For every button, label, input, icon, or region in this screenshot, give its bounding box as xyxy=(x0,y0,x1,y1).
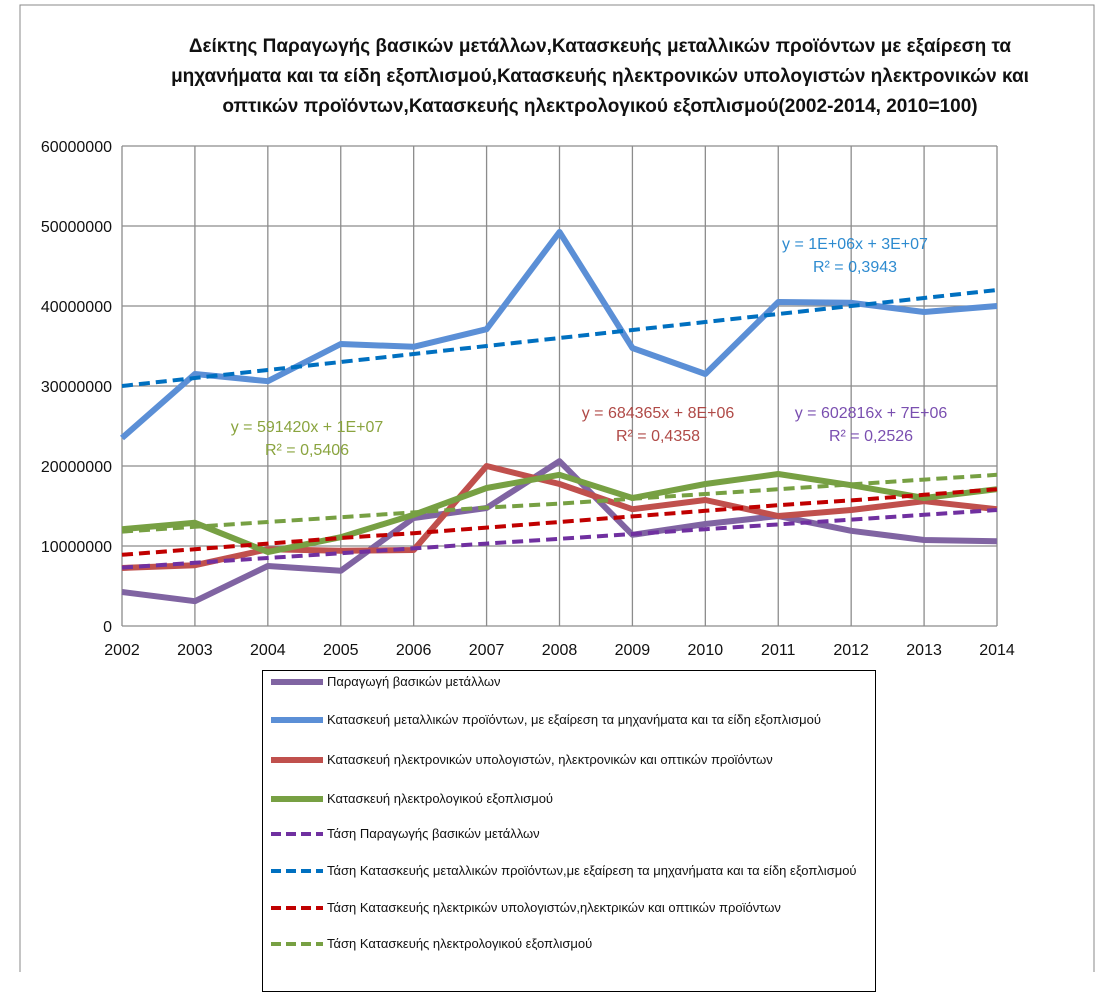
legend-entry: Τάση Κατασκευής μεταλλικών προϊόντων,με … xyxy=(269,862,869,880)
trendline-equation: y = 1E+06x + 3E+07 xyxy=(782,236,928,253)
legend-entry: Κατασκευή μεταλλικών προϊόντων, με εξαίρ… xyxy=(269,711,869,729)
legend-swatch xyxy=(271,906,323,910)
legend-entry: Τάση Παραγωγής βασικών μετάλλων xyxy=(269,825,869,843)
page: 0 10000000 20000000 30000000 40000000 5000000… xyxy=(19,4,1095,992)
legend: Παραγωγή βασικών μετάλλων Κατασκευή μεταλ… xyxy=(262,670,876,992)
trendline-equation: R² = 0,4358 xyxy=(616,428,700,445)
y-tick-label: 10000000 xyxy=(41,539,112,556)
legend-entry: Κατασκευή ηλεκτρολογικού εξοπλισμού xyxy=(269,790,869,808)
x-tick-label: 2006 xyxy=(396,642,432,659)
trendline-equation: y = 684365x + 8E+06 xyxy=(582,405,735,422)
legend-label: Τάση Κατασκευής ηλεκτρικών υπολογιστών,η… xyxy=(327,900,781,915)
chart: 0 10000000 20000000 30000000 40000000 5000000… xyxy=(19,4,1095,972)
trendline-equation: y = 602816x + 7E+06 xyxy=(795,405,948,422)
x-tick-label: 2011 xyxy=(761,642,796,659)
chart-title: Δείκτης Παραγωγής βασικών μετάλλων,Κατασ… xyxy=(171,36,1029,117)
chart-frame xyxy=(19,4,1095,972)
x-tick-label: 2012 xyxy=(833,642,869,659)
legend-entry: Τάση Κατασκευής ηλεκτρικών υπολογιστών,η… xyxy=(269,899,869,917)
legend-label: Τάση Παραγωγής βασικών μετάλλων xyxy=(327,826,540,841)
x-tick-label: 2008 xyxy=(542,642,578,659)
series-line xyxy=(120,229,998,441)
x-tick-label: 2004 xyxy=(250,642,286,659)
x-tick-label: 2003 xyxy=(177,642,213,659)
legend-entry: Κατασκευή ηλεκτρονικών υπολογιστών, ηλεκ… xyxy=(269,751,869,769)
y-tick-label: 60000000 xyxy=(41,139,112,156)
legend-swatch xyxy=(271,942,323,946)
y-tick-label: 40000000 xyxy=(41,299,112,316)
y-tick-label: 0 xyxy=(103,619,112,636)
y-tick-label: 20000000 xyxy=(41,459,112,476)
x-tick-label: 2013 xyxy=(906,642,942,659)
x-tick-label: 2007 xyxy=(469,642,505,659)
y-tick-label: 30000000 xyxy=(41,379,112,396)
legend-label: Τάση Κατασκευής ηλεκτρολογικού εξοπλισμο… xyxy=(327,936,593,951)
series-line xyxy=(121,458,998,605)
series-line xyxy=(121,471,998,555)
trend-line xyxy=(121,487,998,557)
trendline-equation: R² = 0,5406 xyxy=(265,442,349,459)
trendline-equation: y = 591420x + 1E+07 xyxy=(231,419,384,436)
x-tick-label: 2005 xyxy=(323,642,359,659)
x-tick-label: 2014 xyxy=(979,642,1015,659)
legend-label: Κατασκευή μεταλλικών προϊόντων, με εξαίρ… xyxy=(327,712,821,727)
trend-line xyxy=(121,288,998,388)
legend-label: Κατασκευή ηλεκτρολογικού εξοπλισμού xyxy=(327,791,554,806)
legend-swatch xyxy=(271,717,323,723)
legend-swatch xyxy=(271,832,323,836)
legend-swatch xyxy=(271,869,323,873)
legend-label: Παραγωγή βασικών μετάλλων xyxy=(327,674,501,689)
trendline-equation: R² = 0,3943 xyxy=(813,259,897,276)
y-tick-label: 50000000 xyxy=(41,219,112,236)
legend-swatch xyxy=(271,796,323,802)
legend-label: Τάση Κατασκευής μεταλλικών προϊόντων,με … xyxy=(327,863,857,878)
x-tick-label: 2009 xyxy=(615,642,651,659)
legend-swatch xyxy=(271,757,323,763)
legend-entry: Παραγωγή βασικών μετάλλων xyxy=(269,673,869,691)
legend-label: Κατασκευή ηλεκτρονικών υπολογιστών, ηλεκ… xyxy=(327,752,773,767)
trendline-equation: R² = 0,2526 xyxy=(829,428,913,445)
x-tick-label: 2010 xyxy=(688,642,724,659)
x-tick-label: 2002 xyxy=(104,642,140,659)
legend-entry: Τάση Κατασκευής ηλεκτρολογικού εξοπλισμο… xyxy=(269,935,869,953)
legend-swatch xyxy=(271,679,323,685)
trend-line xyxy=(121,472,998,534)
trend-line xyxy=(121,508,998,570)
